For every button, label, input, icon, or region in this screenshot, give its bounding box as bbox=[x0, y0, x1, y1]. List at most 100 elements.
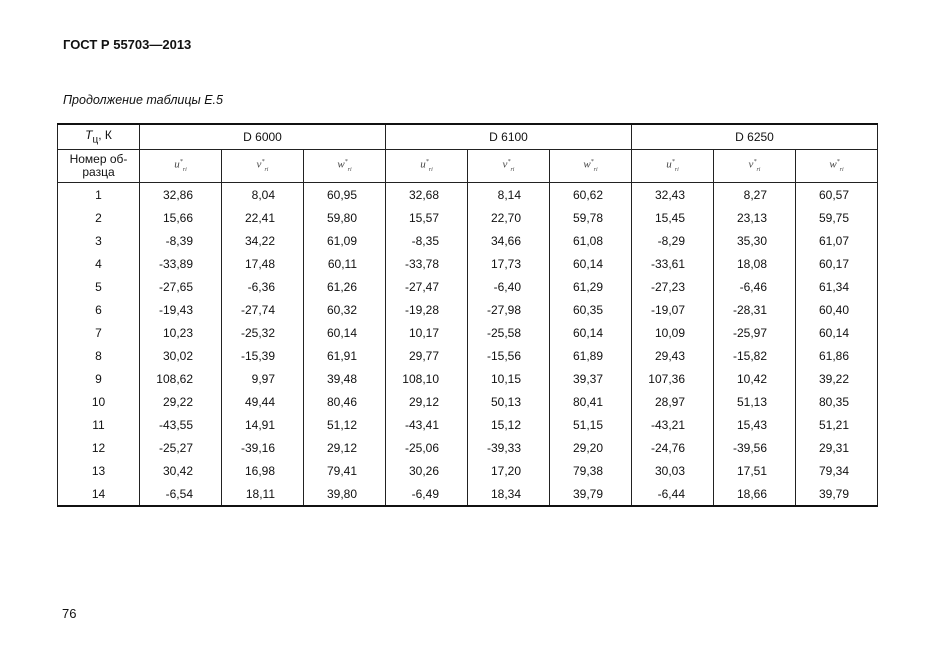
value-cell: 8,27 bbox=[713, 182, 796, 206]
component-symbol: v bbox=[748, 158, 754, 171]
component-sub: ri bbox=[756, 166, 761, 173]
value-cell: -25,32 bbox=[221, 321, 304, 344]
value-cell: 60,40 bbox=[795, 298, 878, 321]
component-header: w*ri bbox=[549, 149, 632, 183]
value-cell: -43,41 bbox=[385, 413, 468, 436]
value-cell: 10,23 bbox=[139, 321, 222, 344]
doc-title: ГОСТ Р 55703—2013 bbox=[63, 37, 192, 52]
sample-number: 7 bbox=[57, 321, 140, 344]
value-cell: 18,08 bbox=[713, 252, 796, 275]
value-cell: 10,15 bbox=[467, 367, 550, 390]
value-cell: -6,44 bbox=[631, 482, 714, 507]
component-sub: ri bbox=[510, 166, 515, 173]
group-header: D 6000 bbox=[139, 123, 386, 150]
value-cell: 10,09 bbox=[631, 321, 714, 344]
data-row: 8 30,02 -15,39 61,91 29,77 -15,56 61,89 29,43 -1… bbox=[57, 344, 878, 367]
component-sub: ri bbox=[593, 166, 598, 173]
table-caption: Продолжение таблицы Е.5 bbox=[63, 93, 223, 107]
value-cell: -25,58 bbox=[467, 321, 550, 344]
value-cell: -24,76 bbox=[631, 436, 714, 459]
value-cell: 39,79 bbox=[549, 482, 632, 507]
value-cell: 79,41 bbox=[303, 459, 386, 482]
value-cell: 17,48 bbox=[221, 252, 304, 275]
value-cell: 17,20 bbox=[467, 459, 550, 482]
value-cell: -19,28 bbox=[385, 298, 468, 321]
data-row: 9 108,62 9,97 39,48 108,10 10,15 39,37 107,36 10… bbox=[57, 367, 878, 390]
group-header: D 6100 bbox=[385, 123, 632, 150]
value-cell: -25,06 bbox=[385, 436, 468, 459]
component-header: v*ri bbox=[467, 149, 550, 183]
value-cell: -8,35 bbox=[385, 229, 468, 252]
value-cell: 9,97 bbox=[221, 367, 304, 390]
component-header: u*ri bbox=[385, 149, 468, 183]
data-row: 14 -6,54 18,11 39,80 -6,49 18,34 39,79 -6,44 18,… bbox=[57, 482, 878, 507]
value-cell: 18,11 bbox=[221, 482, 304, 507]
value-cell: 60,11 bbox=[303, 252, 386, 275]
component-header: u*ri bbox=[631, 149, 714, 183]
value-cell: 30,03 bbox=[631, 459, 714, 482]
component-symbol: w bbox=[829, 158, 837, 171]
value-cell: 10,42 bbox=[713, 367, 796, 390]
value-cell: 61,91 bbox=[303, 344, 386, 367]
value-cell: 15,57 bbox=[385, 206, 468, 229]
value-cell: 61,86 bbox=[795, 344, 878, 367]
value-cell: 39,79 bbox=[795, 482, 878, 507]
sample-number: 6 bbox=[57, 298, 140, 321]
value-cell: 60,14 bbox=[549, 321, 632, 344]
value-cell: 60,14 bbox=[303, 321, 386, 344]
value-cell: 79,34 bbox=[795, 459, 878, 482]
data-row: 1 32,86 8,04 60,95 32,68 8,14 60,62 32,43 8,27 60… bbox=[57, 182, 878, 206]
component-header: v*ri bbox=[713, 149, 796, 183]
value-cell: 10,17 bbox=[385, 321, 468, 344]
value-cell: 15,66 bbox=[139, 206, 222, 229]
header-row: Номер об-разца u*ri v*ri w*ri u*ri v*ri w*ri u*… bbox=[57, 149, 878, 183]
data-row: 13 30,42 16,98 79,41 30,26 17,20 79,38 30,03 17,… bbox=[57, 459, 878, 482]
value-cell: 39,22 bbox=[795, 367, 878, 390]
value-cell: -27,47 bbox=[385, 275, 468, 298]
data-row: 11 -43,55 14,91 51,12 -43,41 15,12 51,15 -43,21… bbox=[57, 413, 878, 436]
value-cell: 60,14 bbox=[549, 252, 632, 275]
value-cell: 22,70 bbox=[467, 206, 550, 229]
component-header: v*ri bbox=[221, 149, 304, 183]
value-cell: 79,38 bbox=[549, 459, 632, 482]
sample-header: Номер об-разца bbox=[57, 149, 140, 183]
value-cell: -15,82 bbox=[713, 344, 796, 367]
value-cell: -19,43 bbox=[139, 298, 222, 321]
value-cell: 39,80 bbox=[303, 482, 386, 507]
component-symbol: v bbox=[256, 158, 262, 171]
sample-number: 11 bbox=[57, 413, 140, 436]
data-row: 2 15,66 22,41 59,80 15,57 22,70 59,78 15,45 23,1… bbox=[57, 206, 878, 229]
component-symbol: v bbox=[502, 158, 508, 171]
value-cell: 29,12 bbox=[303, 436, 386, 459]
value-cell: -33,61 bbox=[631, 252, 714, 275]
value-cell: -28,31 bbox=[713, 298, 796, 321]
value-cell: 59,78 bbox=[549, 206, 632, 229]
value-cell: -6,46 bbox=[713, 275, 796, 298]
sample-number: 14 bbox=[57, 482, 140, 507]
value-cell: 61,34 bbox=[795, 275, 878, 298]
data-row: 4 -33,89 17,48 60,11 -33,78 17,73 60,14 -33,61 1… bbox=[57, 252, 878, 275]
corner-cell: Tц, К bbox=[57, 123, 140, 150]
component-symbol: u bbox=[174, 158, 180, 171]
component-header: u*ri bbox=[139, 149, 222, 183]
component-header: w*ri bbox=[303, 149, 386, 183]
value-cell: 51,15 bbox=[549, 413, 632, 436]
corner-symbol: T bbox=[85, 128, 93, 143]
sample-number: 13 bbox=[57, 459, 140, 482]
value-cell: -8,29 bbox=[631, 229, 714, 252]
value-cell: 29,20 bbox=[549, 436, 632, 459]
value-cell: -6,54 bbox=[139, 482, 222, 507]
value-cell: 60,17 bbox=[795, 252, 878, 275]
component-sup: * bbox=[836, 158, 840, 165]
value-cell: 61,29 bbox=[549, 275, 632, 298]
value-cell: 60,14 bbox=[795, 321, 878, 344]
value-cell: 15,12 bbox=[467, 413, 550, 436]
component-symbol: u bbox=[666, 158, 672, 171]
value-cell: 30,26 bbox=[385, 459, 468, 482]
value-cell: 59,80 bbox=[303, 206, 386, 229]
value-cell: -27,98 bbox=[467, 298, 550, 321]
value-cell: 80,41 bbox=[549, 390, 632, 413]
value-cell: 61,07 bbox=[795, 229, 878, 252]
